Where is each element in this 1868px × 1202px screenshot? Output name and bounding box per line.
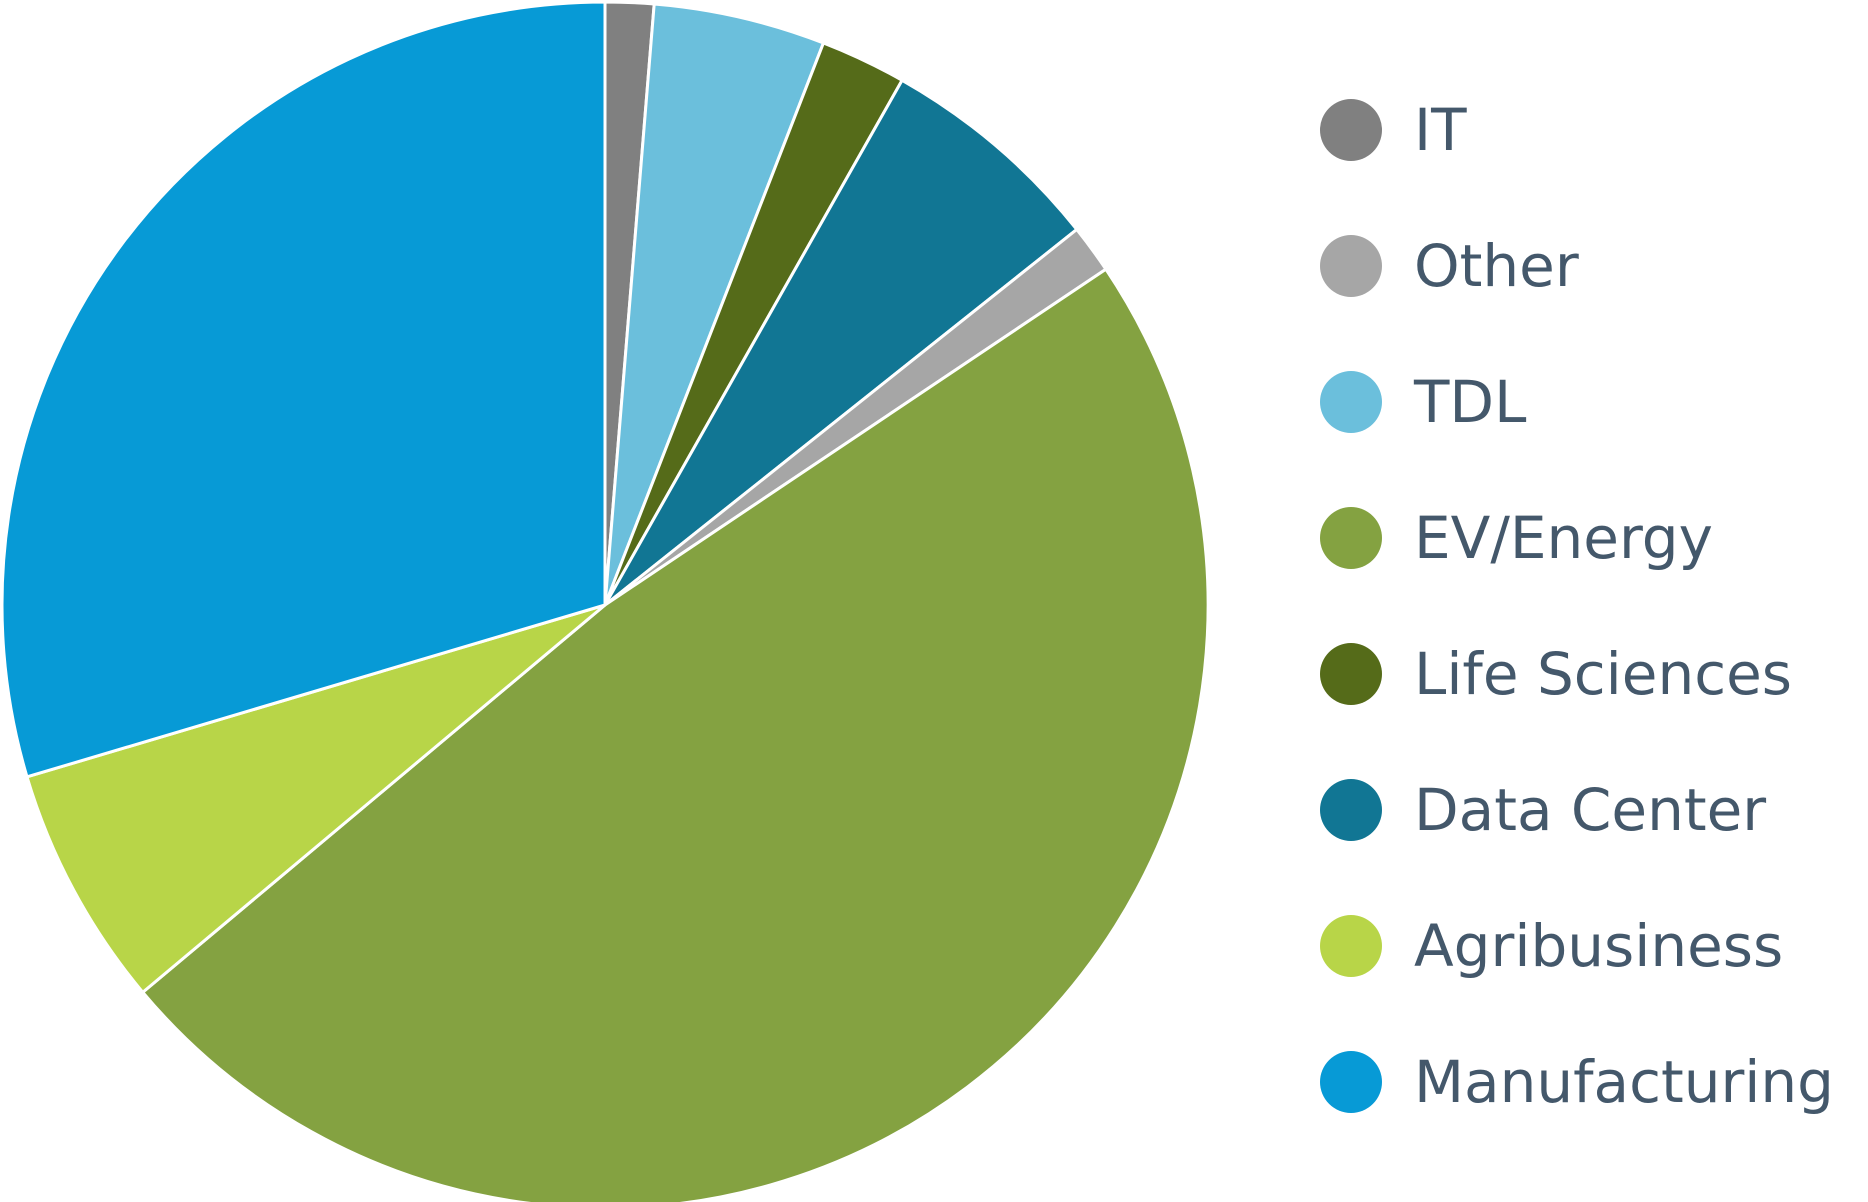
pie-slice-data-center <box>603 78 1079 607</box>
pie-slice-tdl <box>603 2 825 607</box>
legend-item-it: IT <box>1320 90 1467 170</box>
legend-item-other: Other <box>1320 226 1579 306</box>
legend-label-tdl: TDL <box>1414 368 1527 436</box>
legend-item-tdl: TDL <box>1320 362 1526 442</box>
legend-swatch-agribusiness <box>1320 915 1382 977</box>
legend-swatch-data-center <box>1320 779 1382 841</box>
legend-item-manufacturing: Manufacturing <box>1320 1042 1834 1122</box>
pie-slice-ev-energy <box>141 267 1210 1202</box>
legend-swatch-ev-energy <box>1320 507 1382 569</box>
legend-label-ev-energy: EV/Energy <box>1414 504 1713 572</box>
legend-label-manufacturing: Manufacturing <box>1414 1048 1834 1116</box>
legend-swatch-life-sciences <box>1320 643 1382 705</box>
legend-swatch-tdl <box>1320 371 1382 433</box>
legend-label-agribusiness: Agribusiness <box>1414 912 1784 980</box>
legend-item-life-sciences: Life Sciences <box>1320 634 1792 714</box>
legend-swatch-other <box>1320 235 1382 297</box>
legend-item-data-center: Data Center <box>1320 770 1766 850</box>
legend-item-ev-energy: EV/Energy <box>1320 498 1713 578</box>
legend-label-other: Other <box>1414 232 1579 300</box>
legend-label-it: IT <box>1414 96 1467 164</box>
pie-slice-manufacturing <box>0 0 607 779</box>
legend-swatch-it <box>1320 99 1382 161</box>
legend-swatch-manufacturing <box>1320 1051 1382 1113</box>
pie-slice-agribusiness <box>25 603 607 994</box>
legend-label-data-center: Data Center <box>1414 776 1767 844</box>
legend-label-life-sciences: Life Sciences <box>1414 640 1793 708</box>
legend-item-agribusiness: Agribusiness <box>1320 906 1783 986</box>
